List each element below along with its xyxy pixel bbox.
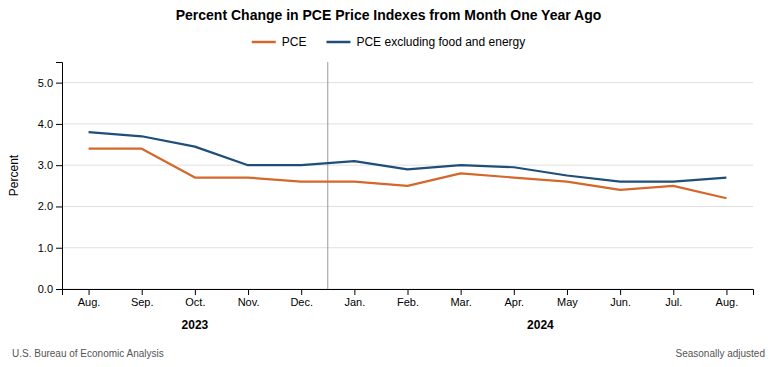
x-tick-mark [673,289,674,295]
x-tick-mark [142,289,143,295]
legend: PCE PCE excluding food and energy [252,35,525,49]
series-line [89,132,727,182]
x-axis-line [63,290,754,296]
x-tick-label: Nov. [238,296,260,308]
y-tick: 0.0 [38,283,62,295]
grid-line [62,123,753,124]
x-tick-mark [195,289,196,295]
x-tick-mark [354,289,355,295]
x-tick-label: Mar. [450,296,471,308]
x-tick-label: May [557,296,578,308]
plot-area: 0.0 1.0 2.0 3.0 4.0 5.0 Aug. Sep. Oct. Nov. Dec. Ja… [38,62,754,308]
x-tick: Aug. [78,289,101,308]
grid-line [62,165,753,166]
x-tick: Jan. [344,289,365,308]
y-tick: 5.0 [38,77,62,89]
x-tick: Aug. [716,289,739,308]
x-tick-label: Feb. [397,296,419,308]
legend-label: PCE [282,35,307,49]
x-axis: Aug. Sep. Oct. Nov. Dec. Jan. Feb. Mar. Apr. May J… [63,289,754,308]
x-tick-label: Dec. [290,296,313,308]
x-tick-label: Apr. [505,296,525,308]
x-tick: Jul. [665,289,682,308]
year-divider [327,62,328,289]
grid-line [62,247,753,248]
y-tick-mark [56,83,62,84]
y-tick-label: 5.0 [38,77,53,89]
x-tick-label: Oct. [185,296,205,308]
y-tick-label: 1.0 [38,242,53,254]
grid-line [62,206,753,207]
adjustment-note: Seasonally adjusted [675,348,765,359]
y-tick-mark [56,289,62,290]
y-tick: 4.0 [38,118,62,130]
x-tick-mark [408,289,409,295]
x-tick: Feb. [397,289,419,308]
x-tick: Oct. [185,289,205,308]
y-axis: 0.0 1.0 2.0 3.0 4.0 5.0 [38,63,63,296]
y-axis-line [56,63,63,290]
y-tick-label: 4.0 [38,118,53,130]
series-line [89,149,727,199]
x-tick: Mar. [450,289,471,308]
x-tick-mark [89,289,90,295]
y-tick-label: 2.0 [38,200,53,212]
x-tick-label: Sep. [131,296,154,308]
x-tick-label: Jan. [344,296,365,308]
x-tick-label: Jul. [665,296,682,308]
x-tick: May [557,289,578,308]
legend-label: PCE excluding food and energy [356,35,525,49]
x-tick-label: Jun. [610,296,631,308]
x-tick-mark [461,289,462,295]
x-tick-label: Aug. [78,296,101,308]
title: Percent Change in PCE Price Indexes from… [176,7,602,23]
y-axis-title: Percent [7,154,21,196]
x-tick-mark [514,289,515,295]
x-tick: Apr. [505,289,525,308]
y-tick: 3.0 [38,159,62,171]
legend-item: PCE [252,35,307,49]
y-tick-mark [56,206,62,207]
x-tick-mark [620,289,621,295]
y-tick-label: 3.0 [38,159,53,171]
year-label: 2023 [182,318,209,332]
x-tick-mark [248,289,249,295]
y-tick: 2.0 [38,200,62,212]
grid [62,83,753,289]
chart: 0.0 1.0 2.0 3.0 4.0 5.0 Aug. Sep. Oct. Nov. Dec. Ja… [0,0,777,367]
x-tick: Dec. [290,289,313,308]
x-tick-mark [726,289,727,295]
x-tick: Sep. [131,289,154,308]
legend-swatch [252,41,276,44]
x-tick: Jun. [610,289,631,308]
grid-line [62,82,753,83]
x-tick-label: Aug. [716,296,739,308]
legend-swatch [326,41,350,44]
year-label: 2024 [527,318,554,332]
x-tick: Nov. [238,289,260,308]
x-tick-mark [567,289,568,295]
y-tick-label: 0.0 [38,283,53,295]
y-tick-mark [56,165,62,166]
source-note: U.S. Bureau of Economic Analysis [12,348,164,359]
x-tick-mark [301,289,302,295]
lines [89,132,727,198]
y-tick: 1.0 [38,242,62,254]
y-tick-mark [56,248,62,249]
legend-item: PCE excluding food and energy [326,35,525,49]
y-tick-mark [56,124,62,125]
